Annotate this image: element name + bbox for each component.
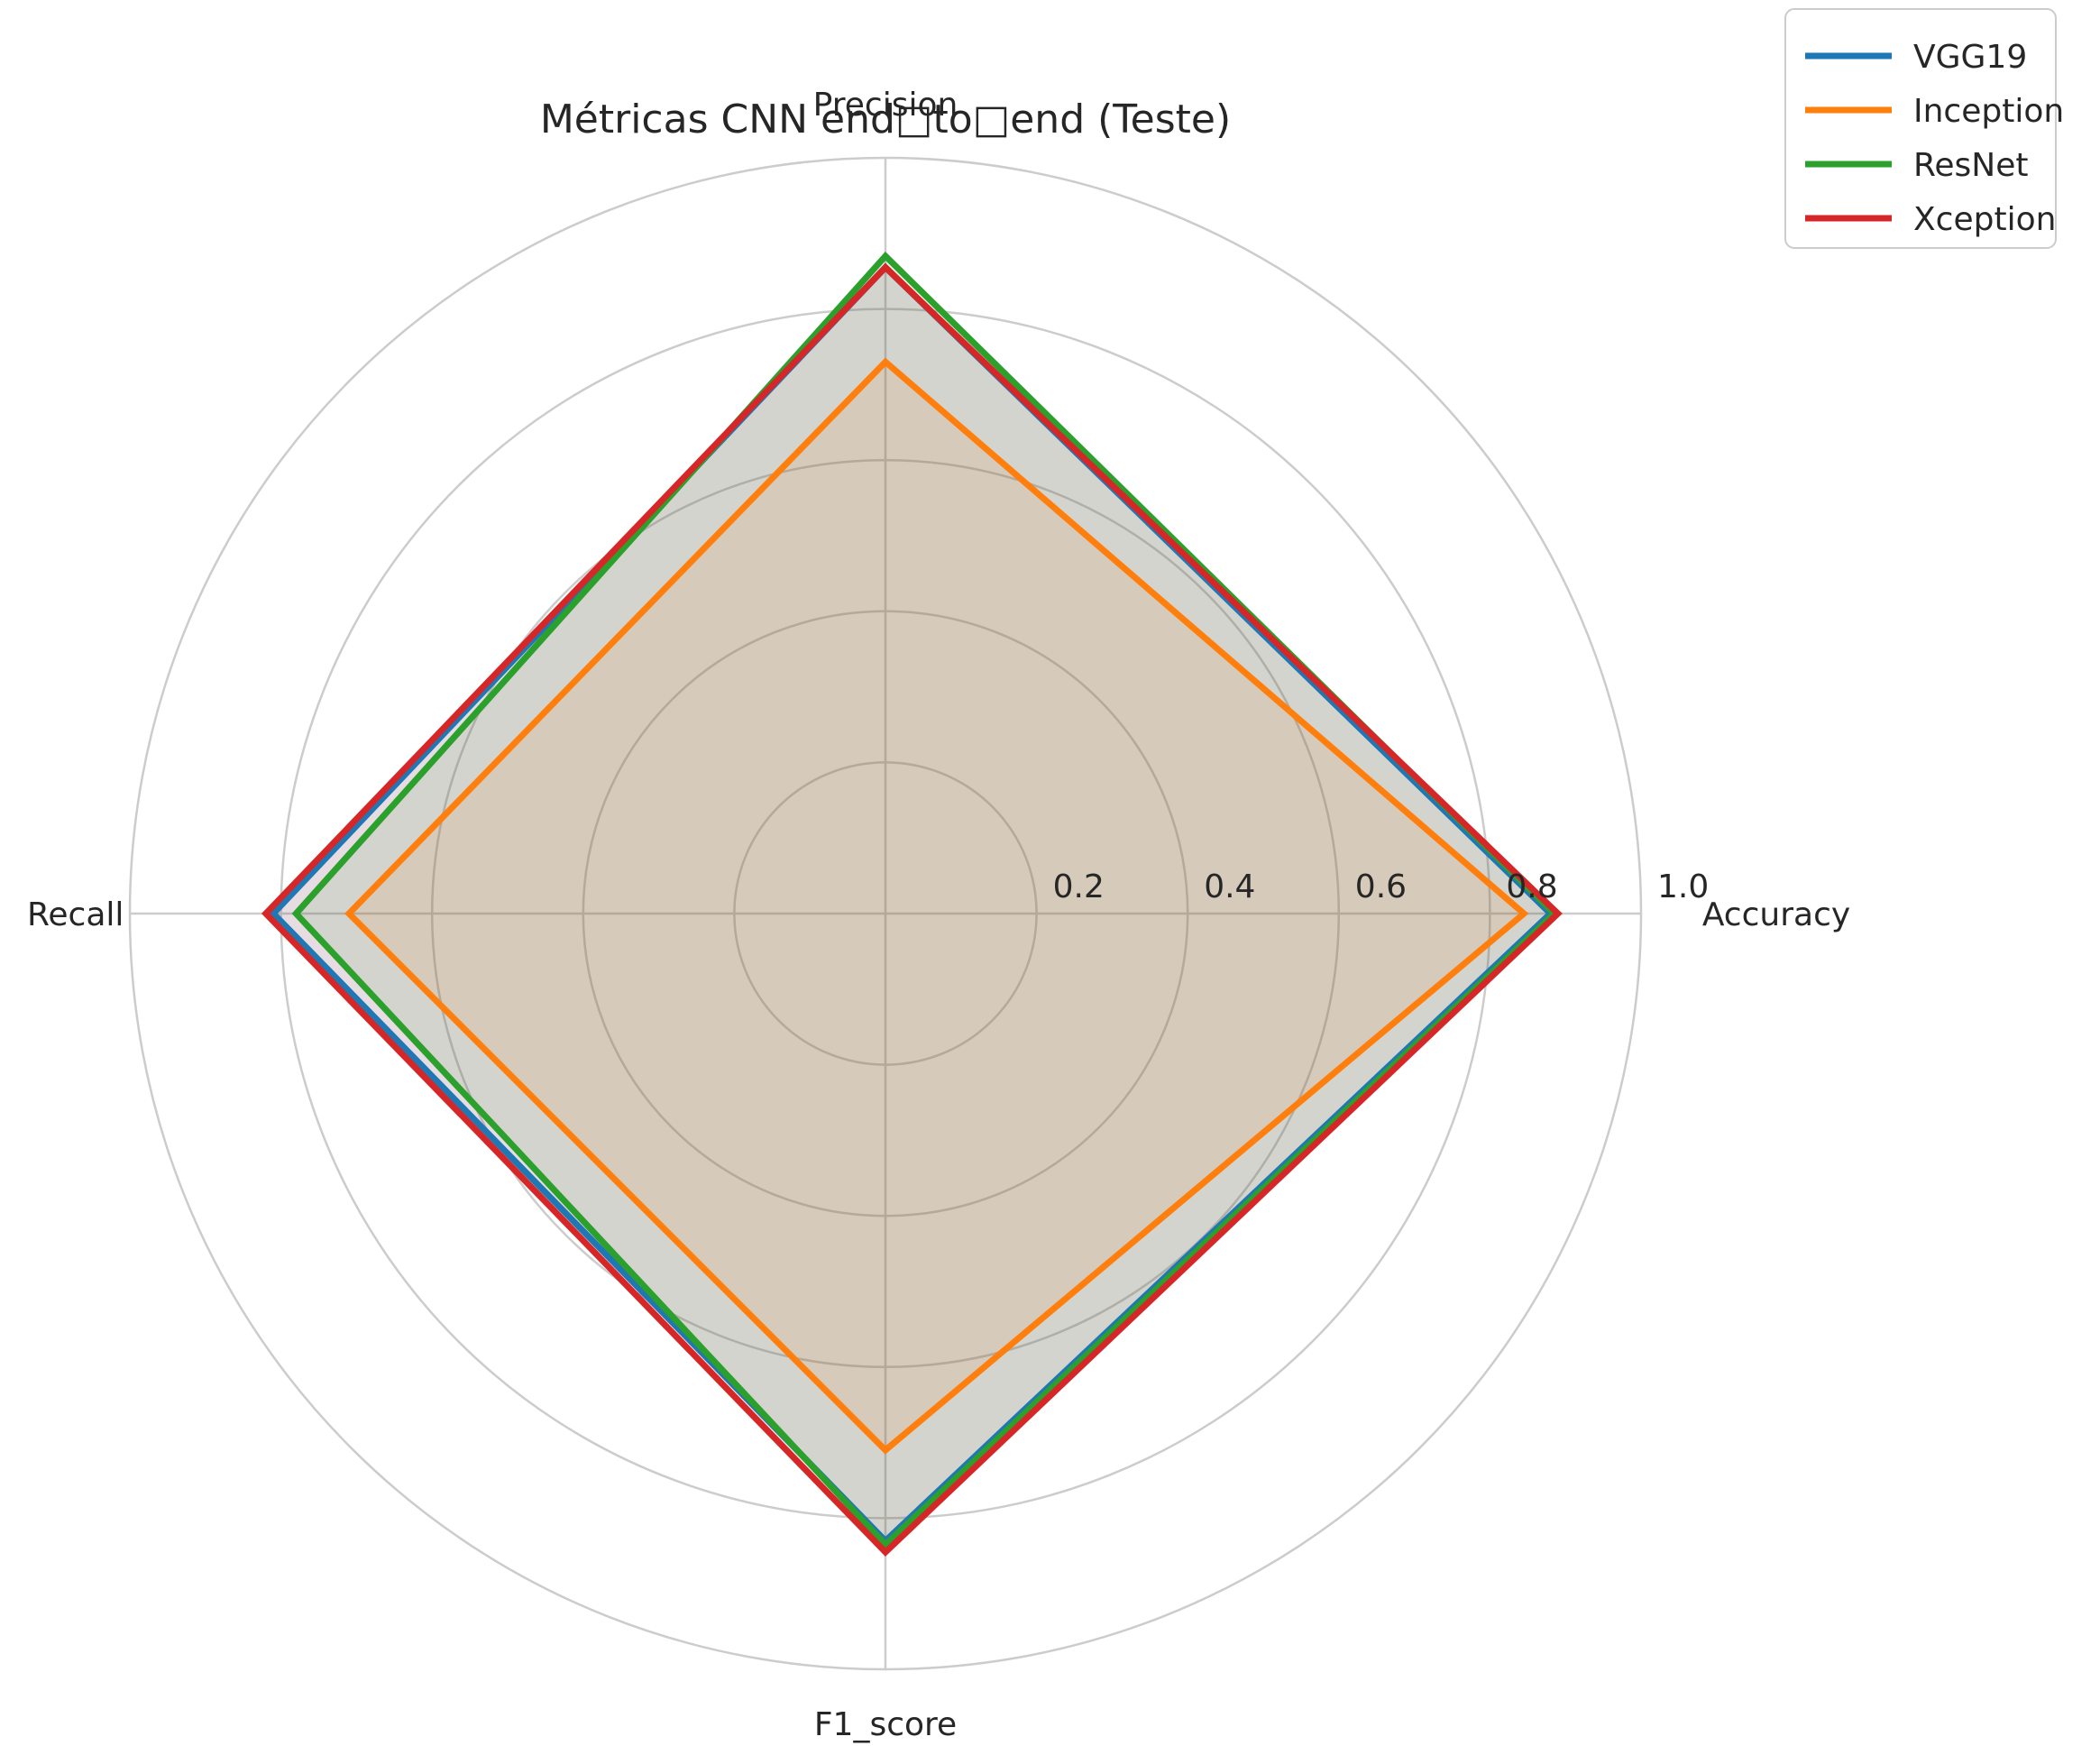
- radial-tick-label: 0.6: [1355, 868, 1407, 905]
- radial-tick-label: 0.8: [1506, 868, 1557, 905]
- legend-label-xception: Xception: [1913, 201, 2056, 238]
- series-fill-resnet: [296, 255, 1554, 1545]
- axis-label-recall: Recall: [27, 896, 124, 933]
- series-line-inception: [344, 357, 1529, 1455]
- axis-label-precision: Precision: [813, 87, 958, 124]
- series-lines: [261, 251, 1563, 1557]
- legend-frame: [1784, 8, 2057, 249]
- series-fill-inception: [349, 362, 1525, 1450]
- legend-label-vgg19: VGG19: [1913, 39, 2027, 76]
- series-line-xception: [261, 262, 1563, 1557]
- chart-title: Métricas CNN end□to□end (Teste): [540, 96, 1231, 142]
- axis-label-accuracy: Accuracy: [1702, 896, 1850, 933]
- radial-tick-label: 1.0: [1657, 868, 1709, 905]
- radial-tick-label: 0.2: [1053, 868, 1105, 905]
- legend-label-resnet: ResNet: [1913, 147, 2029, 184]
- series-line-resnet: [291, 251, 1559, 1549]
- radial-tick-label: 0.4: [1204, 868, 1255, 905]
- axis-labels: Accuracy Precision Recall F1_score: [27, 87, 1850, 1743]
- radial-tick-labels: 0.2 0.4 0.6 0.8 1.0: [1053, 868, 1710, 905]
- axis-label-f1-score: F1_score: [814, 1706, 957, 1743]
- legend-label-inception: Inception: [1913, 93, 2064, 130]
- legend: VGG19 Inception ResNet Xception: [1784, 8, 2064, 249]
